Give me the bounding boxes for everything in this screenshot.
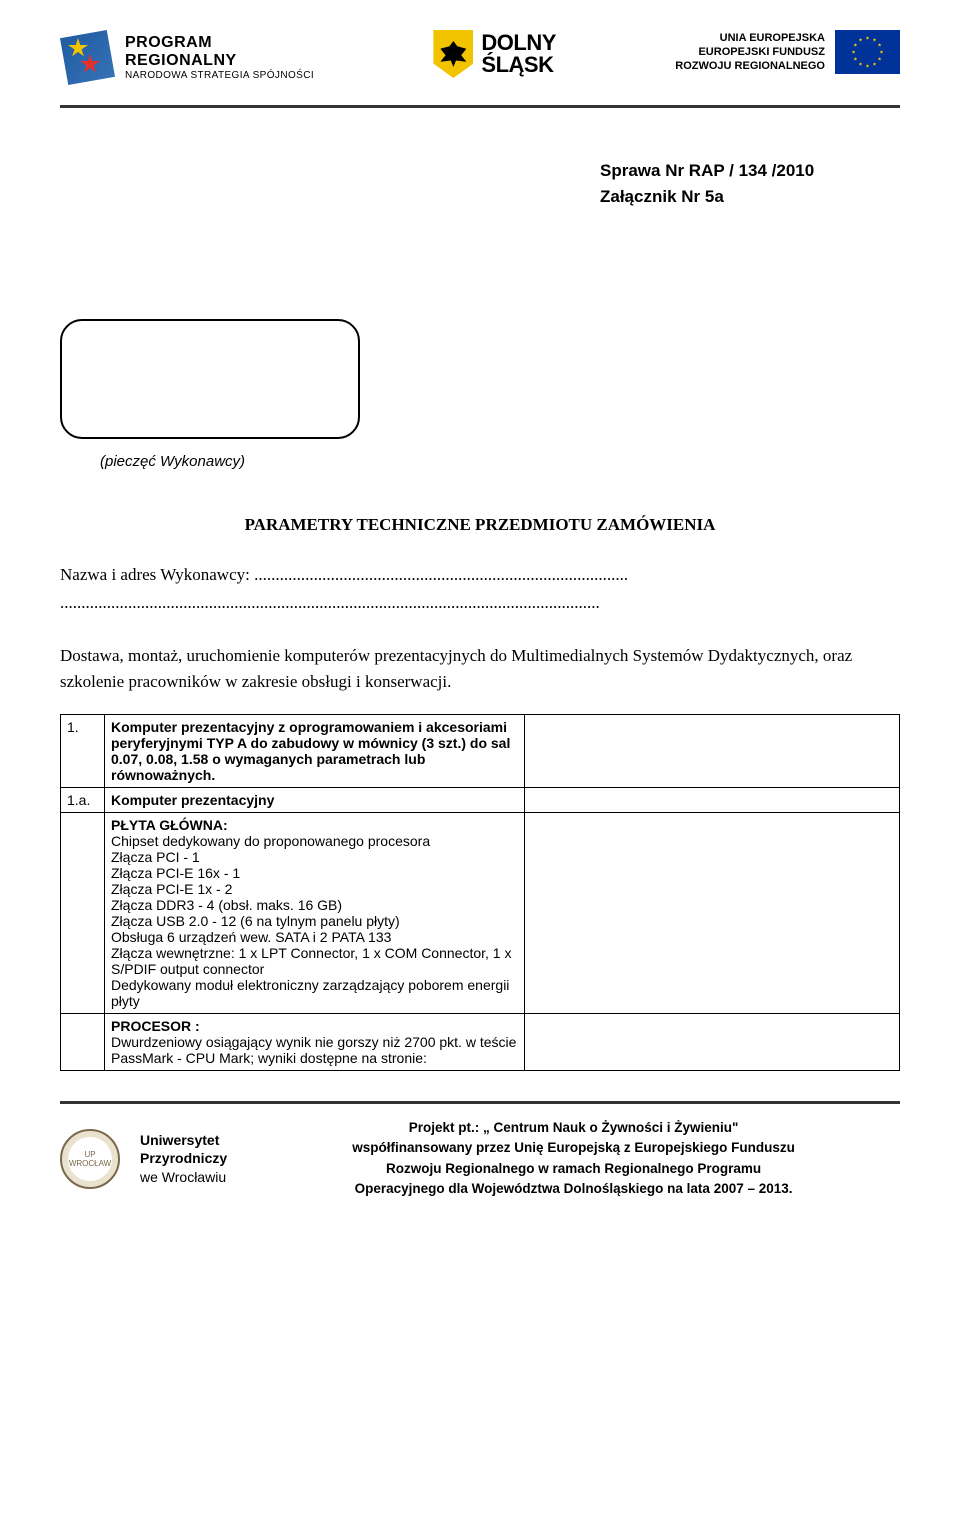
table-row: PŁYTA GŁÓWNA: Chipset dedykowany do prop… bbox=[61, 813, 900, 1014]
header-divider bbox=[60, 105, 900, 108]
uni-line2: Przyrodniczy bbox=[140, 1149, 227, 1167]
row4-num bbox=[61, 1014, 105, 1071]
case-line2: Załącznik Nr 5a bbox=[600, 184, 900, 210]
case-line1: Sprawa Nr RAP / 134 /2010 bbox=[600, 158, 900, 184]
dolny-slask-logo: DOLNY ŚLĄSK bbox=[433, 30, 556, 78]
row2-empty bbox=[525, 788, 900, 813]
footer: UPWROCŁAW Uniwersytet Przyrodniczy we Wr… bbox=[60, 1101, 900, 1199]
stamp-box bbox=[60, 319, 360, 439]
university-text: Uniwersytet Przyrodniczy we Wrocławiu bbox=[140, 1131, 227, 1186]
eu-text: UNIA EUROPEJSKA EUROPEJSKI FUNDUSZ ROZWO… bbox=[675, 31, 825, 74]
contractor-name-label: Nazwa i adres Wykonawcy: ...............… bbox=[60, 565, 900, 585]
eu-line3: ROZWOJU REGIONALNEGO bbox=[675, 59, 825, 73]
row3-l1: Chipset dedykowany do proponowanego proc… bbox=[111, 833, 430, 849]
row2-num: 1.a. bbox=[61, 788, 105, 813]
table-row: 1.a. Komputer prezentacyjny bbox=[61, 788, 900, 813]
program-line3: NARODOWA STRATEGIA SPÓJNOŚCI bbox=[125, 70, 314, 81]
uni-line1: Uniwersytet bbox=[140, 1131, 227, 1149]
row2-text: Komputer prezentacyjny bbox=[105, 788, 525, 813]
row1-text: Komputer prezentacyjny z oprogramowaniem… bbox=[105, 715, 525, 788]
eu-flag-icon bbox=[835, 30, 900, 74]
page-container: PROGRAM REGIONALNY NARODOWA STRATEGIA SP… bbox=[0, 0, 960, 1239]
row4-cell: PROCESOR : Dwurdzeniowy osiągający wynik… bbox=[105, 1014, 525, 1071]
row3-l4: Złącza PCI-E 1x - 2 bbox=[111, 881, 232, 897]
uni-line3: we Wrocławiu bbox=[140, 1168, 227, 1186]
table-row: PROCESOR : Dwurdzeniowy osiągający wynik… bbox=[61, 1014, 900, 1071]
stamp-caption: (pieczęć Wykonawcy) bbox=[100, 453, 900, 470]
case-number-block: Sprawa Nr RAP / 134 /2010 Załącznik Nr 5… bbox=[600, 158, 900, 209]
slask-line1: DOLNY bbox=[481, 32, 556, 54]
slask-line2: ŚLĄSK bbox=[481, 54, 556, 76]
footer-line3: Rozwoju Regionalnego w ramach Regionalne… bbox=[386, 1161, 761, 1176]
eu-line2: EUROPEJSKI FUNDUSZ bbox=[675, 45, 825, 59]
row3-l7: Obsługa 6 urządzeń wew. SATA i 2 PATA 13… bbox=[111, 929, 391, 945]
supply-paragraph: Dostawa, montaż, uruchomienie komputerów… bbox=[60, 643, 900, 694]
row1-empty bbox=[525, 715, 900, 788]
star-icon bbox=[60, 30, 115, 85]
contractor-dots: ........................................… bbox=[60, 593, 900, 613]
spec-table: 1. Komputer prezentacyjny z oprogramowan… bbox=[60, 714, 900, 1071]
row3-l3: Złącza PCI-E 16x - 1 bbox=[111, 865, 240, 881]
row3-l6: Złącza USB 2.0 - 12 (6 na tylnym panelu … bbox=[111, 913, 400, 929]
footer-project-label: Projekt pt.: „ Centrum Nauk o Żywności i… bbox=[409, 1120, 739, 1135]
program-regionalny-logo: PROGRAM REGIONALNY NARODOWA STRATEGIA SP… bbox=[60, 30, 314, 85]
row3-num bbox=[61, 813, 105, 1014]
row4-l1: Dwurdzeniowy osiągający wynik nie gorszy… bbox=[111, 1034, 516, 1066]
row3-l9: Dedykowany moduł elektroniczny zarządzaj… bbox=[111, 977, 509, 1009]
row3-l5: Złącza DDR3 - 4 (obsł. maks. 16 GB) bbox=[111, 897, 342, 913]
row3-l2: Złącza PCI - 1 bbox=[111, 849, 200, 865]
row1-num: 1. bbox=[61, 715, 105, 788]
slask-text: DOLNY ŚLĄSK bbox=[481, 32, 556, 76]
row3-heading: PŁYTA GŁÓWNA: bbox=[111, 817, 228, 833]
footer-project-text: Projekt pt.: „ Centrum Nauk o Żywności i… bbox=[247, 1118, 900, 1199]
program-line2: REGIONALNY bbox=[125, 52, 314, 70]
document-title: PARAMETRY TECHNICZNE PRZEDMIOTU ZAMÓWIEN… bbox=[60, 515, 900, 535]
program-line1: PROGRAM bbox=[125, 34, 314, 52]
program-text: PROGRAM REGIONALNY NARODOWA STRATEGIA SP… bbox=[125, 34, 314, 81]
university-seal-icon: UPWROCŁAW bbox=[60, 1129, 120, 1189]
row4-empty bbox=[525, 1014, 900, 1071]
row3-empty bbox=[525, 813, 900, 1014]
header-logos: PROGRAM REGIONALNY NARODOWA STRATEGIA SP… bbox=[60, 30, 900, 85]
row3-cell: PŁYTA GŁÓWNA: Chipset dedykowany do prop… bbox=[105, 813, 525, 1014]
eu-logo: UNIA EUROPEJSKA EUROPEJSKI FUNDUSZ ROZWO… bbox=[675, 30, 900, 74]
footer-line4: Operacyjnego dla Województwa Dolnośląski… bbox=[355, 1181, 793, 1196]
shield-icon bbox=[433, 30, 473, 78]
table-row: 1. Komputer prezentacyjny z oprogramowan… bbox=[61, 715, 900, 788]
eu-line1: UNIA EUROPEJSKA bbox=[675, 31, 825, 45]
row4-heading: PROCESOR : bbox=[111, 1018, 200, 1034]
row3-l8: Złącza wewnętrzne: 1 x LPT Connector, 1 … bbox=[111, 945, 511, 977]
footer-line2: współfinansowany przez Unię Europejską z… bbox=[352, 1140, 795, 1155]
